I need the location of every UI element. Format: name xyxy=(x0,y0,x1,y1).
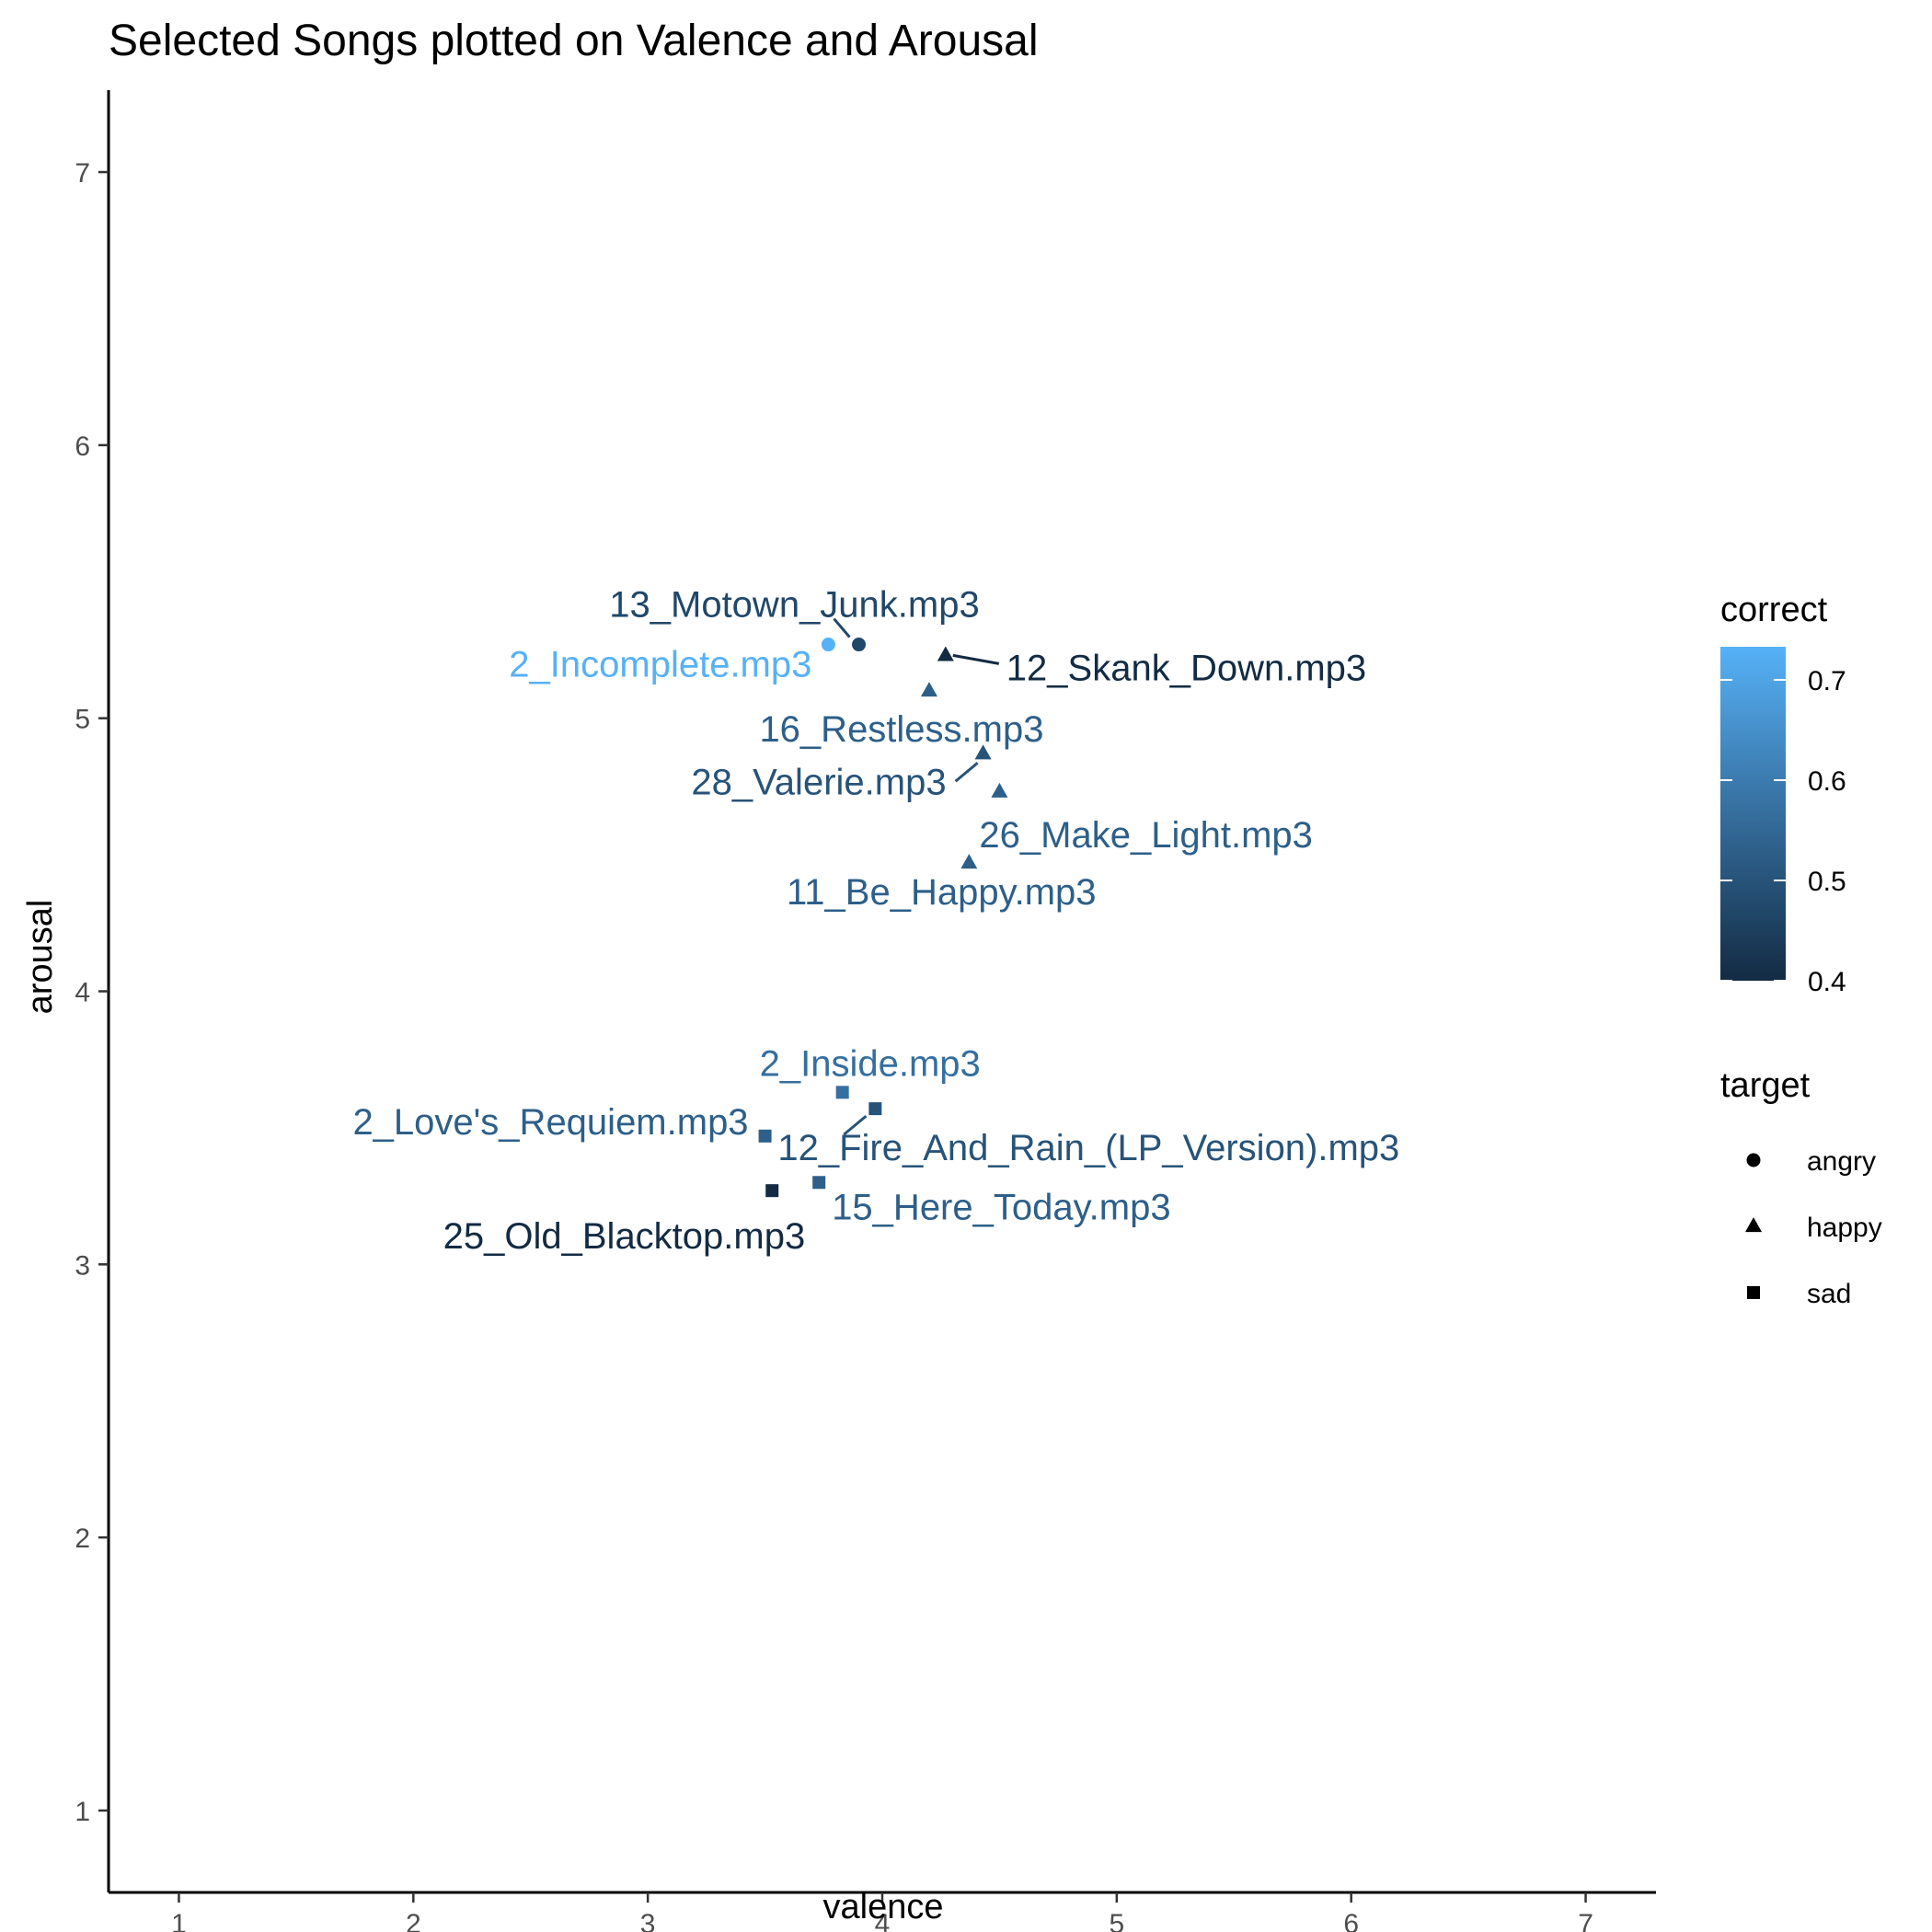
x-tick-label: 4 xyxy=(875,1909,891,1932)
shape-legend-title: target xyxy=(1720,1066,1811,1105)
data-points xyxy=(758,638,1008,1198)
point-labels: 13_Motown_Junk.mp3 2_Incomplete.mp3 12_Ska… xyxy=(352,585,1399,1258)
legend-label-angry: angry xyxy=(1807,1146,1876,1177)
x-axis-title: valence xyxy=(823,1888,944,1926)
colorbar-label: 0.7 xyxy=(1808,666,1846,696)
point-label: 2_Inside.mp3 xyxy=(760,1043,981,1084)
shape-legend: target angry happy sad xyxy=(1720,1066,1882,1309)
x-tick-label: 7 xyxy=(1578,1909,1593,1932)
data-point xyxy=(835,1086,849,1099)
point-label: 13_Motown_Junk.mp3 xyxy=(609,585,979,626)
point-label: 28_Valerie.mp3 xyxy=(691,762,946,802)
point-label: 25_Old_Blacktop.mp3 xyxy=(443,1216,806,1257)
leader-line xyxy=(952,653,1000,665)
point-label: 12_Fire_And_Rain_(LP_Version).mp3 xyxy=(777,1128,1399,1168)
leader-line xyxy=(954,762,979,783)
y-tick-label: 2 xyxy=(75,1524,90,1554)
x-tick-label: 3 xyxy=(640,1909,656,1932)
y-axis-title: arousal xyxy=(21,900,60,1015)
y-tick-label: 6 xyxy=(75,431,90,462)
chart-title: Selected Songs plotted on Valence and Ar… xyxy=(109,17,1039,65)
y-tick-label: 7 xyxy=(75,158,90,189)
data-point xyxy=(758,1129,772,1143)
legend-key-circle xyxy=(1746,1153,1761,1167)
data-point xyxy=(812,1176,826,1190)
data-point xyxy=(937,646,954,661)
colorbar-label: 0.4 xyxy=(1808,967,1846,997)
leader-line xyxy=(833,617,851,638)
point-label: 12_Skank_Down.mp3 xyxy=(1006,648,1366,688)
x-tick-label: 6 xyxy=(1343,1909,1359,1932)
leader-lines xyxy=(833,617,1000,1136)
color-legend: correct 0.4 0.5 0.6 0.7 xyxy=(1720,591,1846,997)
point-label: 26_Make_Light.mp3 xyxy=(979,815,1312,856)
data-point xyxy=(960,854,978,869)
leader-line xyxy=(843,1114,868,1136)
data-point xyxy=(974,744,992,760)
point-label: 16_Restless.mp3 xyxy=(759,709,1043,750)
colorbar-label: 0.5 xyxy=(1808,867,1846,897)
legend-key-triangle xyxy=(1745,1217,1762,1233)
data-point xyxy=(821,638,835,652)
y-tick-label: 3 xyxy=(75,1250,90,1281)
point-label: 2_Love's_Requiem.mp3 xyxy=(352,1102,748,1143)
axes: 1 2 3 4 5 6 7 1 2 3 4 5 6 7 xyxy=(75,90,1656,1932)
color-legend-title: correct xyxy=(1720,591,1828,629)
colorbar-label: 0.6 xyxy=(1808,766,1846,797)
data-point xyxy=(852,638,867,652)
x-tick-label: 1 xyxy=(171,1909,187,1932)
data-point xyxy=(868,1102,882,1116)
point-label: 11_Be_Happy.mp3 xyxy=(787,872,1097,913)
data-point xyxy=(765,1184,779,1198)
y-tick-label: 1 xyxy=(75,1797,90,1827)
legend-label-happy: happy xyxy=(1807,1213,1882,1243)
y-tick-label: 4 xyxy=(75,978,90,1008)
data-point xyxy=(991,782,1008,798)
colorbar xyxy=(1720,647,1786,981)
x-tick-label: 5 xyxy=(1110,1909,1125,1932)
point-label: 2_Incomplete.mp3 xyxy=(509,645,811,685)
data-point xyxy=(920,682,937,697)
point-label: 15_Here_Today.mp3 xyxy=(832,1187,1170,1227)
legend-key-square xyxy=(1747,1286,1760,1299)
x-tick-label: 2 xyxy=(406,1909,421,1932)
y-tick-label: 5 xyxy=(75,705,90,735)
legend-label-sad: sad xyxy=(1807,1279,1851,1309)
